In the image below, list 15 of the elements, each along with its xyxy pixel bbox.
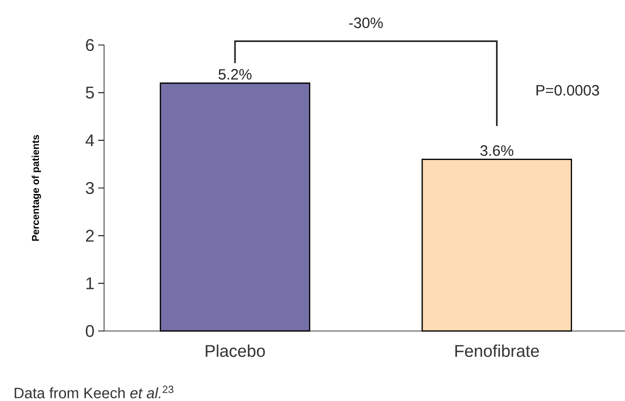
text: Data from Keech et al.$^{23}$	[14, 386, 174, 398]
y-axis-title: Percentage of patients	[32, 134, 42, 241]
y-tick-label: 6	[86, 39, 94, 52]
y-tick-label: 1	[86, 278, 94, 290]
data-label: 5.2%	[218, 69, 252, 80]
y-tick-label: 3	[86, 182, 94, 194]
x-tick-label: Placebo	[206, 344, 265, 357]
annotation: P=0.0003	[536, 84, 600, 96]
y-tick-label: 4	[86, 134, 94, 146]
y-tick-label: 0	[86, 325, 94, 337]
y-tick-label: 2	[86, 230, 94, 242]
x-tick-label: Fenofibrate	[455, 344, 539, 357]
text: -30%	[349, 18, 383, 28]
y-tick-label: 5	[86, 86, 94, 99]
data-label: 3.6%	[480, 145, 514, 156]
